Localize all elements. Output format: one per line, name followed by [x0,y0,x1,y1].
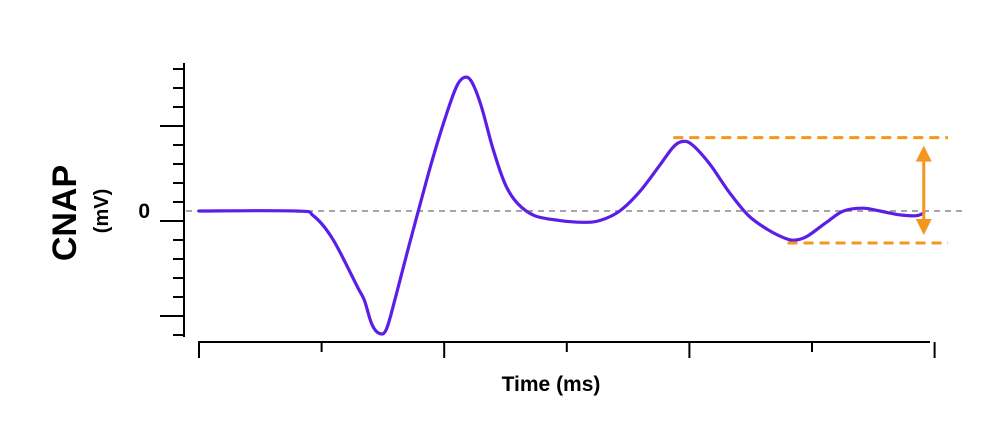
y-axis-label: CNAP [46,165,84,261]
plot-area [186,75,962,336]
cnap-trace-line [197,75,926,336]
amplitude-arrow-head-up [915,145,932,162]
y-tick-label-zero: 0 [138,200,150,223]
amplitude-arrow-head-down [915,218,932,235]
y-axis-unit: (mV) [91,189,113,233]
y-axis-title: CNAP (mV) [46,165,113,261]
axes [160,63,936,358]
x-axis-label: Time (ms) [502,373,601,396]
amplitude-annotation [673,136,949,245]
